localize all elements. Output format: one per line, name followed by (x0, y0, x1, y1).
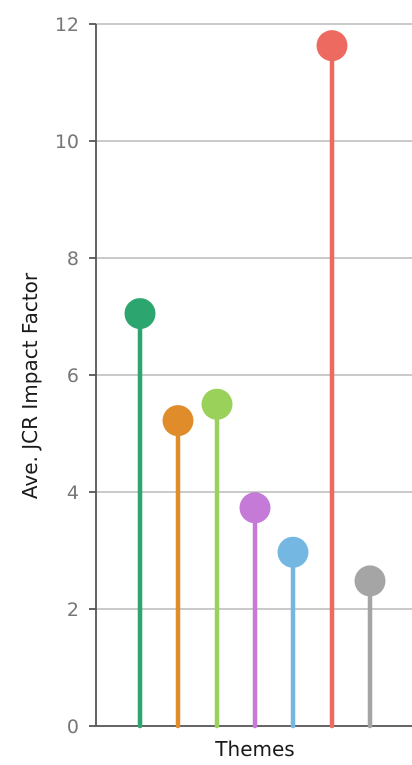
lollipops (124, 30, 386, 729)
y-tick-label: 8 (67, 248, 79, 270)
y-tick-label: 10 (55, 131, 79, 153)
y-tick-label: 0 (67, 716, 79, 738)
y-tick-label: 2 (67, 599, 79, 621)
lollipop-point (316, 30, 348, 62)
lollipop-point (162, 405, 194, 437)
y-tick-label: 4 (67, 482, 79, 504)
y-ticks: 0 2 4 6 8 10 12 (55, 14, 96, 738)
lollipop-point (124, 298, 156, 330)
y-tick-label: 12 (55, 14, 79, 36)
lollipop-point (277, 536, 309, 568)
lollipop-point (239, 492, 271, 524)
y-tick-label: 6 (67, 365, 79, 387)
lollipop-point (354, 565, 386, 597)
lollipop-point (201, 388, 233, 420)
x-axis-title: Themes (214, 737, 294, 761)
gridlines (96, 23, 412, 727)
y-axis-title: Ave. JCR Impact Factor (18, 272, 42, 499)
